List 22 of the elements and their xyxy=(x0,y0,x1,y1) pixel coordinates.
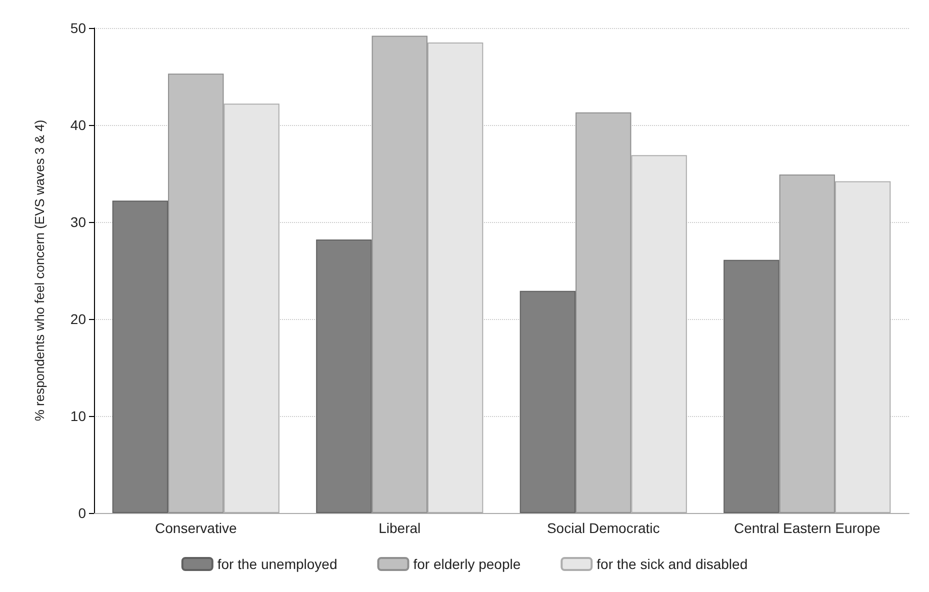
bar xyxy=(112,200,168,513)
bar xyxy=(316,239,372,513)
bar xyxy=(168,74,224,513)
legend-label: for the sick and disabled xyxy=(596,556,748,572)
x-tick-label: Central Eastern Europe xyxy=(734,520,880,536)
x-tick-label: Liberal xyxy=(378,520,421,536)
legend-label: for elderly people xyxy=(413,556,521,572)
x-tick-label: Conservative xyxy=(155,520,237,536)
bar xyxy=(372,36,428,513)
y-tick-label: 40 xyxy=(70,117,86,133)
bar xyxy=(576,112,632,513)
y-tick-label: 50 xyxy=(70,20,86,36)
bar xyxy=(520,290,576,513)
y-tick-label: 30 xyxy=(70,214,86,230)
y-tick-label: 0 xyxy=(78,505,86,521)
bar xyxy=(779,174,835,513)
x-tick-label: Social Democratic xyxy=(546,520,660,536)
y-tick-label: 10 xyxy=(70,408,86,424)
y-tick-label: 20 xyxy=(70,311,86,327)
y-axis-title: % respondents who feel concern (EVS waves 3 & 4) xyxy=(32,120,47,422)
legend-label: for the unemployed xyxy=(217,556,338,572)
bar xyxy=(724,260,780,513)
